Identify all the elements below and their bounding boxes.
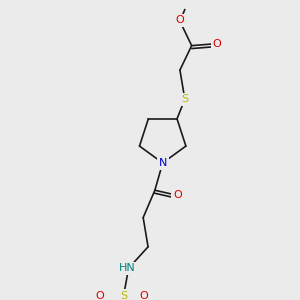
- Text: O: O: [173, 190, 182, 200]
- Text: O: O: [176, 15, 184, 25]
- Text: O: O: [95, 291, 103, 300]
- Text: S: S: [181, 94, 188, 104]
- Text: O: O: [213, 39, 221, 49]
- Text: N: N: [158, 158, 167, 168]
- Text: O: O: [140, 291, 148, 300]
- Text: HN: HN: [119, 263, 136, 273]
- Text: S: S: [120, 291, 127, 300]
